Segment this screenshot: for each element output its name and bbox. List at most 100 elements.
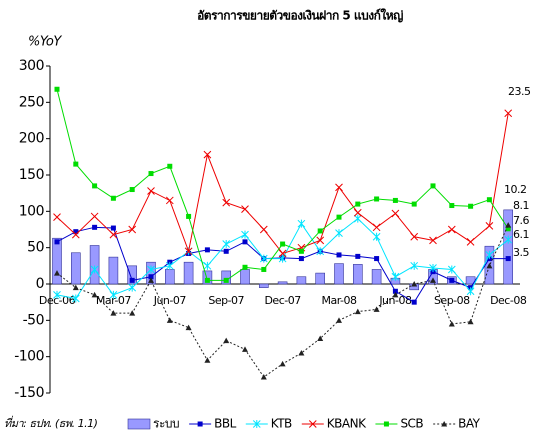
marker: [54, 270, 60, 276]
marker: [129, 310, 136, 316]
y-tick-label: -150: [14, 385, 44, 401]
marker: [204, 357, 211, 363]
marker: [467, 318, 474, 325]
marker: [298, 256, 304, 262]
marker: [54, 239, 60, 245]
bar: [52, 237, 62, 285]
bar: [277, 281, 288, 285]
marker: [335, 229, 343, 238]
marker: [430, 277, 436, 283]
marker: [110, 195, 116, 201]
marker: [411, 281, 418, 287]
marker: [392, 197, 398, 203]
bar: [371, 269, 382, 285]
bar: [240, 269, 250, 285]
marker: [317, 335, 324, 341]
bar: [258, 283, 269, 288]
y-tick-label: 50: [27, 240, 44, 256]
legend-label: KTB: [271, 417, 292, 431]
marker: [372, 232, 381, 241]
legend-label: ระบบ: [153, 417, 179, 431]
marker: [109, 290, 118, 299]
marker: [466, 287, 475, 296]
marker: [90, 212, 99, 221]
marker: [223, 277, 229, 283]
bar: [108, 256, 119, 285]
bar: [334, 263, 344, 285]
marker: [129, 277, 135, 283]
marker: [504, 235, 513, 244]
marker: [242, 264, 248, 270]
bar: [89, 245, 100, 285]
marker: [184, 247, 193, 256]
marker: [110, 225, 116, 231]
marker: [505, 256, 511, 262]
marker: [91, 291, 98, 298]
bar: [352, 264, 363, 285]
marker: [485, 250, 494, 259]
y-tick-label: -100: [14, 349, 44, 365]
legend-marker: [308, 420, 317, 428]
marker: [505, 226, 511, 232]
marker: [203, 150, 212, 159]
marker: [241, 205, 249, 214]
marker: [447, 265, 456, 274]
marker: [429, 236, 437, 245]
y-tick-label: 0: [36, 276, 44, 292]
bar: [315, 272, 326, 285]
marker: [280, 241, 286, 247]
marker: [71, 294, 80, 303]
marker: [92, 224, 98, 230]
legend-label: BAY: [458, 417, 481, 431]
marker: [448, 320, 455, 327]
marker: [354, 308, 361, 315]
marker: [298, 248, 304, 254]
marker: [392, 288, 398, 294]
marker: [165, 261, 174, 270]
marker: [410, 261, 419, 270]
legend-marker: [383, 421, 389, 427]
marker: [148, 277, 154, 283]
marker: [204, 247, 210, 253]
annotation: 10.2: [504, 183, 527, 196]
marker: [73, 229, 79, 235]
marker: [374, 256, 380, 262]
marker: [259, 225, 268, 234]
legend-marker: [197, 421, 203, 427]
annotation: 8.1: [513, 199, 529, 212]
y-tick-label: -50: [23, 312, 44, 328]
marker: [53, 290, 61, 299]
marker: [203, 261, 212, 270]
marker: [261, 266, 267, 272]
x-tick-label: Sep-08: [434, 294, 470, 307]
bar: [503, 209, 514, 285]
marker: [54, 86, 60, 92]
marker: [335, 183, 343, 192]
marker: [73, 161, 79, 167]
x-tick-label: Jun-07: [153, 294, 187, 307]
bar: [71, 252, 81, 285]
marker: [53, 213, 61, 222]
marker: [486, 262, 493, 269]
marker: [167, 163, 173, 169]
chart-title: อัตราการขยายตัวของเงินฝาก 5 แบงก์ใหญ่: [197, 8, 403, 23]
marker: [447, 225, 456, 234]
marker: [204, 277, 210, 283]
marker: [372, 223, 381, 232]
annotation: 7.6: [513, 214, 529, 227]
marker: [449, 203, 455, 209]
bar: [183, 261, 194, 285]
legend-marker: [252, 420, 261, 428]
marker: [147, 265, 155, 274]
x-tick-label: Dec-08: [490, 294, 527, 307]
y-tick-label: 250: [19, 94, 44, 110]
marker: [411, 299, 417, 305]
y-tick-label: 300: [19, 58, 44, 74]
marker: [242, 346, 248, 352]
marker: [486, 197, 492, 203]
y-axis-label: %YoY: [28, 35, 62, 50]
marker: [316, 247, 325, 256]
marker: [429, 264, 437, 273]
marker: [355, 201, 361, 207]
